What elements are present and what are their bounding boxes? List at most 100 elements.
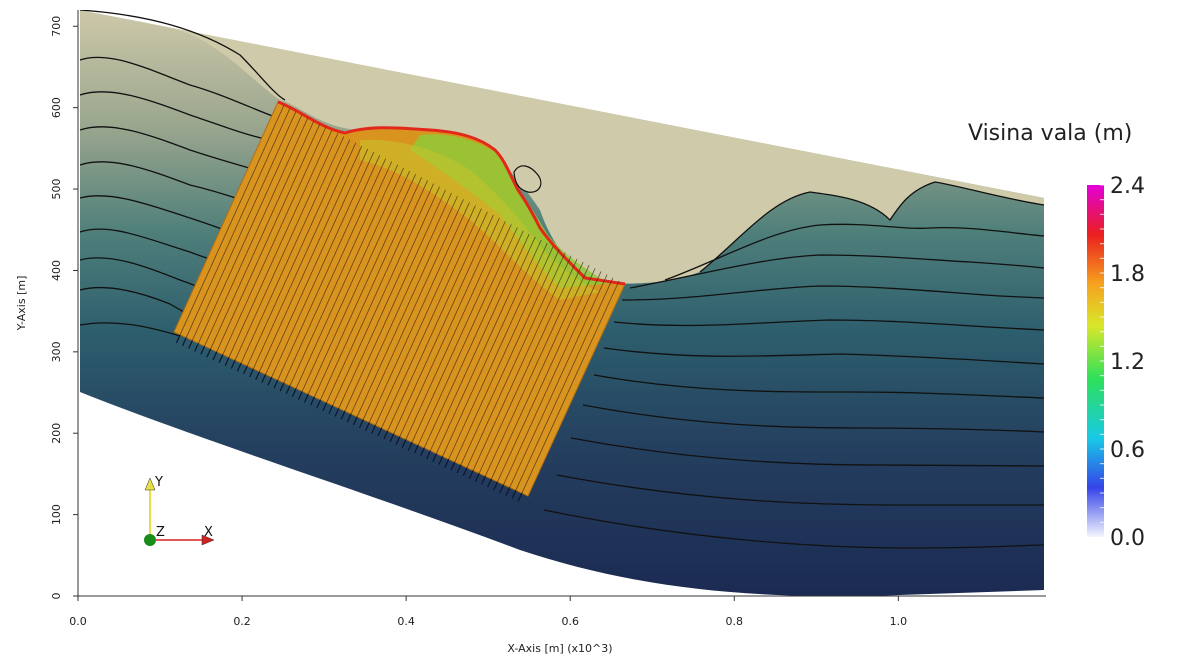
wave-tail-dash — [206, 348, 212, 358]
z-origin-icon — [144, 534, 156, 546]
wave-crest-line — [375, 205, 476, 426]
wave-tail-dash — [334, 408, 340, 417]
wave-tail-dash — [297, 391, 303, 400]
wave-crest-line — [265, 148, 369, 375]
wave-tail-dash — [365, 422, 370, 431]
wave-tail-dash — [212, 351, 218, 361]
wave-tail-dash — [188, 340, 193, 349]
triad-z-label: Z — [156, 525, 165, 540]
colorbar: Visina vala (m) 2.4 1.8 1.2 0.6 0.0 — [968, 121, 1145, 551]
wave-tail-dash — [511, 490, 517, 499]
wave-tail-dash — [175, 334, 181, 344]
wave-tail-dash — [480, 475, 486, 485]
colorbar-labels: 2.4 1.8 1.2 0.6 0.0 — [1110, 174, 1145, 551]
wave-tail-dash — [340, 410, 346, 420]
wave-tail-dash — [493, 481, 499, 491]
wave-crest-line — [478, 258, 578, 474]
wave-crest-line — [515, 277, 614, 491]
wave-tail-dash — [255, 371, 260, 381]
wave-crest-line — [393, 214, 494, 434]
y-tick-label: 600 — [50, 97, 63, 118]
y-tick-label: 500 — [50, 179, 63, 200]
wave-tail-dash — [267, 376, 273, 386]
wave-tail-dash — [407, 442, 413, 451]
orientation-axes: Y Z X — [144, 475, 215, 546]
x-tick-label: 1.0 — [890, 615, 908, 628]
wave-crest-line — [283, 158, 387, 384]
y-tick-label: 200 — [50, 423, 63, 444]
wave-crest-line — [399, 217, 500, 437]
wave-crest-line — [405, 221, 506, 440]
colorbar-title: Visina vala (m) — [968, 121, 1132, 146]
wave-crest-line — [472, 255, 572, 471]
wave-red-edge — [277, 100, 626, 286]
y-arrow-icon — [144, 477, 156, 491]
wave-tail-dash — [304, 393, 309, 403]
wave-crest-lines — [175, 104, 620, 502]
wave-crest-line — [234, 133, 339, 361]
wave-tail-dash — [346, 413, 352, 423]
y-tick-label: 300 — [50, 341, 63, 362]
colorbar-ticks — [1100, 184, 1104, 538]
wave-crest-line — [271, 152, 375, 378]
wave-tail-dash — [389, 433, 395, 443]
wave-crest-line — [259, 145, 363, 372]
wave-tail-dash — [261, 374, 267, 383]
wave-crest-line — [460, 249, 560, 466]
land-sheet — [80, 10, 1044, 284]
colorbar-label: 2.4 — [1110, 174, 1145, 199]
wave-tail-dash — [322, 402, 328, 412]
wave-crest-line — [240, 136, 345, 364]
wave-tail-dash — [395, 436, 401, 446]
wave-crest-line — [381, 208, 482, 429]
triad-y-label: Y — [154, 475, 163, 490]
wave-crest-line — [332, 183, 434, 406]
wave-crest-line — [301, 167, 405, 392]
wave-crest-line — [387, 211, 488, 432]
y-tick-label: 100 — [50, 504, 63, 525]
wave-tail-dash — [426, 450, 431, 460]
x-tick-label: 0.4 — [397, 615, 415, 628]
wave-tail-dash — [413, 444, 419, 454]
wave-crest-line — [442, 239, 542, 457]
wave-tail-dash — [224, 357, 230, 366]
x-tick-label: 0.0 — [69, 615, 87, 628]
wave-crest-line — [423, 230, 524, 449]
wave-crest-line — [185, 108, 291, 338]
wave-crest-line — [326, 180, 428, 403]
colorbar-label: 0.6 — [1110, 438, 1145, 463]
wave-crest-line — [503, 271, 602, 485]
wave-crest-line — [436, 236, 536, 454]
wave-crest-line — [198, 114, 303, 344]
wave-crest-line — [466, 252, 566, 468]
wave-crest-line — [484, 261, 584, 477]
wave-crest-line — [491, 265, 590, 480]
wave-tail-dash — [328, 405, 334, 414]
wave-tail-dash — [450, 461, 456, 471]
wave-tail-dash — [352, 416, 358, 426]
wave-tail-dash — [377, 427, 383, 437]
wave-tail-dash — [181, 337, 187, 347]
wave-region — [173, 100, 626, 502]
y-ticks: 0 100 200 300 400 500 600 700 — [50, 16, 78, 600]
wave-tail-dash — [194, 343, 199, 352]
wave-tail-dash — [401, 439, 407, 448]
wave-tail-dash — [242, 365, 248, 375]
wave-tail-dash — [487, 478, 492, 488]
wave-crest-line — [417, 227, 518, 446]
wave-crest-line — [350, 192, 452, 415]
colorbar-label: 1.8 — [1110, 262, 1145, 287]
wave-tail-dash — [499, 484, 505, 494]
wave-tail-dash — [444, 458, 450, 468]
x-ticks: 0.0 0.2 0.4 0.6 0.8 1.0 — [69, 596, 907, 628]
wave-tail-dash — [249, 368, 254, 378]
wave-crest-line — [204, 117, 309, 347]
wave-crest-line — [228, 130, 333, 358]
wave-tail-dash — [279, 382, 285, 392]
wave-crest-line — [295, 164, 399, 389]
island — [513, 165, 542, 193]
wave-tail-dash — [419, 447, 425, 457]
triad-x-label: X — [204, 525, 213, 540]
wave-crest-line — [521, 280, 620, 494]
